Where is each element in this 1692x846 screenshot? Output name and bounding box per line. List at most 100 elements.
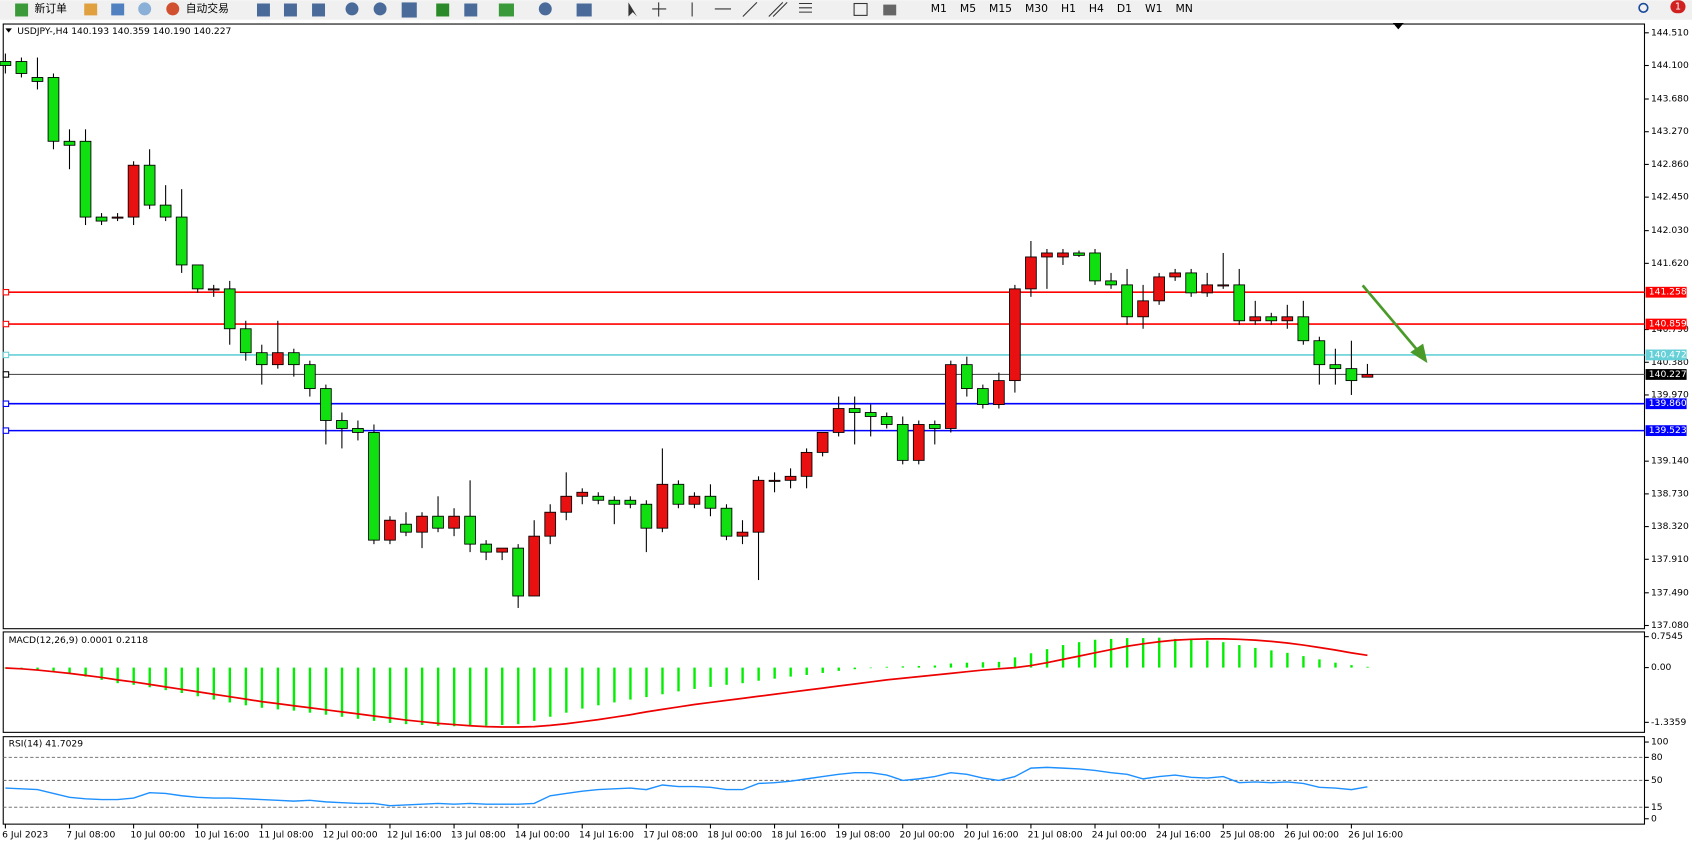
candle-body: [1233, 284, 1246, 322]
price-level-handle: [2, 427, 10, 434]
y-tick-label: 142.860: [1651, 159, 1689, 170]
candle-body: [1041, 252, 1053, 258]
search-icon[interactable]: [1638, 2, 1649, 13]
macd-bar: [372, 667, 376, 721]
trendline-tool[interactable]: [742, 2, 758, 17]
timeframe-button[interactable]: D1: [1117, 2, 1132, 15]
tool-icon[interactable]: [373, 2, 387, 16]
text-tool[interactable]: [853, 2, 868, 16]
candle-body: [111, 216, 124, 219]
y-tick-label: 50: [1651, 775, 1663, 786]
price-level-label: 140.859: [1649, 319, 1687, 330]
macd-bar: [629, 667, 632, 700]
shapes-tool[interactable]: [883, 4, 897, 16]
new-order-icon[interactable]: [15, 3, 29, 17]
candle-body: [832, 408, 845, 433]
x-tick-label: 24 Jul 00:00: [1092, 829, 1147, 840]
price-level-label: 140.472: [1649, 349, 1687, 360]
tool-icon[interactable]: [283, 3, 297, 17]
candle-body: [496, 547, 508, 553]
candle-body: [993, 380, 1005, 405]
candle-body: [896, 424, 909, 461]
macd-bar: [324, 667, 328, 715]
timeframe-button[interactable]: H1: [1061, 2, 1076, 15]
tool-icon[interactable]: [312, 3, 326, 17]
macd-bar: [581, 667, 584, 709]
tool-icon[interactable]: [256, 3, 270, 17]
candle-body: [944, 364, 957, 429]
price-level-tag: [1645, 286, 1687, 298]
y-tick-label: 138.730: [1651, 488, 1689, 499]
crosshair-tool[interactable]: [652, 2, 667, 17]
candle-body: [127, 164, 140, 218]
tool-icon[interactable]: [464, 3, 478, 17]
timeframe-button[interactable]: W1: [1145, 2, 1163, 15]
tool-icon[interactable]: [138, 2, 152, 16]
cursor-tool[interactable]: [628, 2, 638, 17]
candle-body: [384, 519, 396, 541]
timeframe-button[interactable]: M15: [989, 2, 1012, 15]
y-tick-label: 142.450: [1651, 192, 1689, 203]
candle-body: [400, 523, 412, 533]
tool-icon[interactable]: [345, 2, 359, 16]
tool-icon[interactable]: [401, 2, 417, 18]
candle-body: [79, 140, 92, 218]
candle-body: [880, 416, 893, 425]
price-level-tag: [1645, 318, 1687, 330]
macd-bar: [340, 667, 344, 717]
candle-body: [704, 495, 717, 509]
notification-badge[interactable]: [1670, 0, 1686, 14]
y-tick-label: 137.490: [1651, 587, 1689, 598]
macd-bar: [661, 667, 664, 695]
x-tick-label: 26 Jul 16:00: [1348, 829, 1403, 840]
timeframe-button[interactable]: H4: [1089, 2, 1104, 15]
macd-bar: [1286, 652, 1289, 668]
macd-bar: [1109, 638, 1113, 668]
candle-body: [848, 408, 861, 413]
candle-body: [912, 424, 925, 461]
candle-body: [1137, 300, 1149, 318]
candle-body: [752, 479, 765, 533]
macd-bar: [485, 667, 488, 726]
new-order-button[interactable]: 新订单: [35, 2, 68, 15]
candle-body: [1121, 284, 1133, 318]
timeframe-button[interactable]: M30: [1025, 2, 1048, 15]
tool-icon[interactable]: [498, 3, 514, 17]
timeframe-button[interactable]: MN: [1175, 2, 1192, 15]
candle-body: [576, 491, 589, 497]
tool-icon[interactable]: [111, 3, 125, 16]
y-tick-label: 100: [1651, 737, 1669, 748]
macd-bar: [1077, 642, 1081, 668]
y-tick-label: 0: [1651, 813, 1657, 824]
macd-bar: [212, 667, 216, 700]
x-tick-label: 17 Jul 08:00: [643, 829, 698, 840]
macd-bar: [677, 667, 680, 692]
auto-trading-icon[interactable]: [166, 2, 180, 16]
notification-count: 1: [1675, 2, 1681, 13]
candle-body: [688, 495, 701, 505]
macd-bar: [356, 667, 360, 719]
tool-icon[interactable]: [84, 3, 98, 16]
chart-title: USDJPY-,H4 140.193 140.359 140.190 140.2…: [17, 26, 231, 37]
tool-icon[interactable]: [538, 2, 552, 16]
macd-bar: [100, 667, 103, 680]
tool-icon[interactable]: [436, 3, 450, 17]
candle-body: [977, 388, 989, 405]
y-tick-label: 143.680: [1651, 94, 1689, 105]
tool-icon[interactable]: [576, 3, 592, 17]
y-tick-label: 137.910: [1651, 554, 1689, 565]
candle-body: [63, 140, 76, 146]
macd-bar: [308, 667, 312, 713]
y-tick-label: 0.7545: [1651, 631, 1683, 642]
y-tick-label: 140.380: [1651, 357, 1689, 368]
timeframes: M1 M5 M15 M30 H1 H4 D1 W1 MN: [931, 2, 1193, 15]
macd-bar: [164, 667, 167, 691]
candle-body: [672, 483, 685, 505]
timeframe-button[interactable]: M1: [931, 2, 947, 15]
timeframe-button[interactable]: M5: [960, 2, 976, 15]
auto-trading-button[interactable]: 自动交易: [186, 2, 229, 15]
fibo-tool[interactable]: [799, 2, 812, 13]
macd-bar: [1270, 650, 1273, 668]
channel-tool[interactable]: [768, 2, 788, 17]
